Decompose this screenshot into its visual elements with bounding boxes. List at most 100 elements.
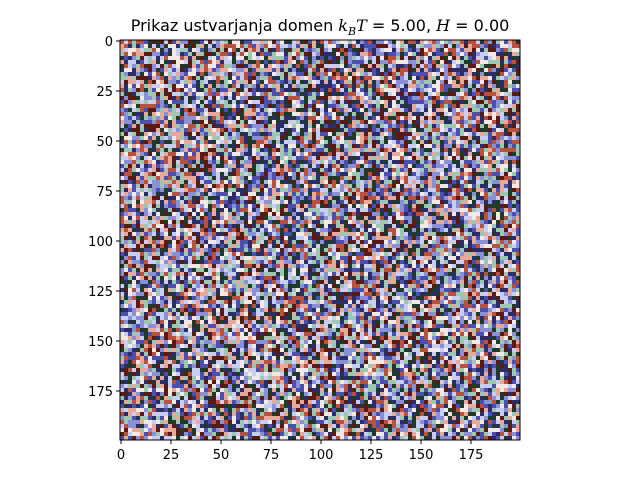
heatmap-cell bbox=[388, 72, 392, 76]
heatmap-cell bbox=[488, 84, 492, 88]
heatmap-cell bbox=[208, 100, 212, 104]
heatmap-cell bbox=[216, 124, 220, 128]
heatmap-cell bbox=[340, 220, 344, 224]
heatmap-cell bbox=[304, 64, 308, 68]
heatmap-cell bbox=[448, 40, 452, 44]
heatmap-cell bbox=[508, 184, 512, 188]
heatmap-cell bbox=[212, 216, 216, 220]
heatmap-cell bbox=[404, 92, 408, 96]
heatmap-cell bbox=[164, 152, 168, 156]
heatmap-cell bbox=[368, 68, 372, 72]
heatmap-cell bbox=[360, 128, 364, 132]
heatmap-cell bbox=[488, 232, 492, 236]
heatmap-cell bbox=[204, 152, 208, 156]
heatmap-cell bbox=[252, 56, 256, 60]
heatmap-cell bbox=[416, 124, 420, 128]
heatmap-cell bbox=[392, 180, 396, 184]
heatmap-cell bbox=[384, 80, 388, 84]
heatmap-cell bbox=[372, 96, 376, 100]
heatmap-cell bbox=[316, 60, 320, 64]
heatmap-cell bbox=[160, 236, 164, 240]
heatmap-cell bbox=[196, 132, 200, 136]
heatmap-cell bbox=[464, 228, 468, 232]
heatmap-cell bbox=[244, 52, 248, 56]
heatmap-cell bbox=[208, 140, 212, 144]
heatmap-cell bbox=[400, 60, 404, 64]
heatmap-cell bbox=[516, 88, 520, 92]
heatmap-cell bbox=[436, 56, 440, 60]
heatmap-cell bbox=[348, 76, 352, 80]
heatmap-cell bbox=[284, 112, 288, 116]
heatmap-cell bbox=[388, 48, 392, 52]
heatmap-cell bbox=[512, 224, 516, 228]
heatmap-cell bbox=[424, 60, 428, 64]
heatmap-cell bbox=[368, 180, 372, 184]
heatmap-cell bbox=[128, 84, 132, 88]
heatmap-cell bbox=[132, 96, 136, 100]
heatmap-cell bbox=[332, 64, 336, 68]
heatmap-cell bbox=[144, 40, 148, 44]
heatmap-cell bbox=[448, 184, 452, 188]
heatmap-cell bbox=[168, 60, 172, 64]
heatmap-cell bbox=[444, 204, 448, 208]
heatmap-cell bbox=[200, 92, 204, 96]
heatmap-cell bbox=[316, 44, 320, 48]
heatmap-cell bbox=[312, 180, 316, 184]
heatmap-cell bbox=[124, 152, 128, 156]
heatmap-cell bbox=[208, 144, 212, 148]
heatmap-cell bbox=[212, 184, 216, 188]
heatmap-cell bbox=[452, 88, 456, 92]
heatmap-cell bbox=[228, 40, 232, 44]
heatmap-cell bbox=[332, 76, 336, 80]
heatmap-cell bbox=[352, 140, 356, 144]
heatmap-cell bbox=[128, 172, 132, 176]
heatmap-cell bbox=[428, 192, 432, 196]
heatmap-cell bbox=[504, 148, 508, 152]
heatmap-cell bbox=[500, 80, 504, 84]
heatmap-cell bbox=[248, 196, 252, 200]
heatmap-cell bbox=[184, 116, 188, 120]
heatmap-cell bbox=[376, 192, 380, 196]
heatmap-cell bbox=[336, 88, 340, 92]
heatmap-cell bbox=[216, 84, 220, 88]
heatmap-cell bbox=[368, 148, 372, 152]
heatmap-cell bbox=[376, 112, 380, 116]
heatmap-cell bbox=[512, 84, 516, 88]
heatmap-cell bbox=[476, 56, 480, 60]
heatmap-cell bbox=[500, 212, 504, 216]
heatmap-cell bbox=[352, 132, 356, 136]
heatmap-cell bbox=[336, 148, 340, 152]
heatmap-cell bbox=[432, 136, 436, 140]
heatmap-cell bbox=[312, 228, 316, 232]
heatmap-cell bbox=[512, 44, 516, 48]
heatmap-cell bbox=[224, 192, 228, 196]
heatmap-cell bbox=[372, 192, 376, 196]
heatmap-cell bbox=[348, 116, 352, 120]
heatmap-cell bbox=[308, 80, 312, 84]
heatmap-cell bbox=[424, 180, 428, 184]
heatmap-cell bbox=[256, 132, 260, 136]
heatmap-cell bbox=[468, 228, 472, 232]
heatmap-cell bbox=[404, 216, 408, 220]
heatmap-cell bbox=[156, 156, 160, 160]
heatmap-cell bbox=[152, 140, 156, 144]
heatmap-cell bbox=[440, 176, 444, 180]
heatmap-cell bbox=[208, 60, 212, 64]
heatmap-cell bbox=[256, 148, 260, 152]
heatmap-cell bbox=[172, 148, 176, 152]
heatmap-cell bbox=[148, 204, 152, 208]
heatmap-cell bbox=[268, 228, 272, 232]
heatmap-cell bbox=[368, 200, 372, 204]
heatmap-cell bbox=[436, 204, 440, 208]
heatmap-cell bbox=[284, 44, 288, 48]
heatmap-cell bbox=[224, 136, 228, 140]
heatmap-cell bbox=[212, 116, 216, 120]
heatmap-cell bbox=[368, 224, 372, 228]
heatmap-cell bbox=[120, 180, 124, 184]
heatmap-cell bbox=[180, 156, 184, 160]
heatmap-cell bbox=[452, 224, 456, 228]
heatmap-cell bbox=[500, 220, 504, 224]
heatmap-cell bbox=[228, 224, 232, 228]
heatmap-cell bbox=[500, 68, 504, 72]
heatmap-cell bbox=[472, 80, 476, 84]
